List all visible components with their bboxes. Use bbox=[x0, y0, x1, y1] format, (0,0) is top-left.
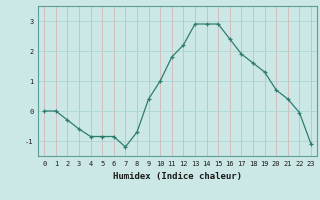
X-axis label: Humidex (Indice chaleur): Humidex (Indice chaleur) bbox=[113, 172, 242, 181]
